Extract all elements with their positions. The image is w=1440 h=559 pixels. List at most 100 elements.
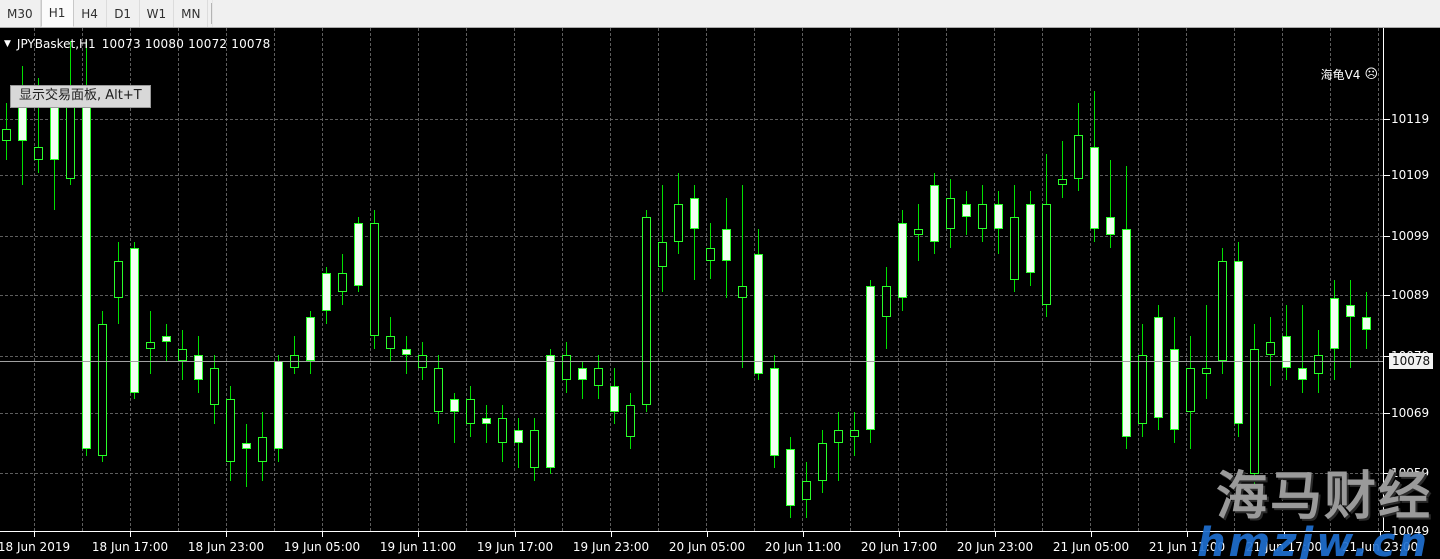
candlestick	[738, 28, 747, 531]
candlestick	[162, 28, 171, 531]
candle-body	[82, 90, 91, 450]
candle-body	[130, 248, 139, 393]
price-tick	[1384, 119, 1390, 120]
candlestick	[866, 28, 875, 531]
timeframe-tab-h1[interactable]: H1	[40, 0, 74, 27]
gridline-horizontal	[0, 119, 1383, 120]
candlestick	[1058, 28, 1067, 531]
candle-body	[610, 386, 619, 412]
candlestick	[114, 28, 123, 531]
timeframe-tab-h4[interactable]: H4	[73, 0, 107, 27]
candlestick	[450, 28, 459, 531]
candlestick	[514, 28, 523, 531]
collapse-triangle-icon[interactable]: ▼	[4, 38, 11, 49]
candlestick	[226, 28, 235, 531]
candlestick	[690, 28, 699, 531]
candlestick	[434, 28, 443, 531]
gridline-horizontal	[0, 175, 1383, 176]
ea-name-label: 海龟V4	[1320, 68, 1361, 82]
timeframe-toolbar: M30 H1 H4 D1 W1 MN	[0, 0, 1440, 28]
candle-body	[674, 204, 683, 242]
candle-body	[530, 430, 539, 469]
candle-wick	[1206, 304, 1207, 399]
time-tick-label: 20 Jun 17:00	[860, 540, 938, 554]
candle-body	[754, 254, 763, 374]
time-tick	[130, 532, 131, 537]
price-tick-label: 10099	[1391, 229, 1430, 243]
candlestick	[978, 28, 987, 531]
gridline-vertical	[418, 28, 419, 531]
price-axis[interactable]: 10078 1011910109100991008910079100691005…	[1383, 28, 1440, 538]
candle-body	[866, 285, 875, 431]
candlestick	[98, 28, 107, 531]
candlestick	[946, 28, 955, 531]
candle-body	[1298, 367, 1307, 381]
candlestick	[210, 28, 219, 531]
timeframe-tab-mn[interactable]: MN	[174, 0, 209, 27]
time-tick-label: 18 Jun 17:00	[91, 540, 169, 554]
candlestick	[290, 28, 299, 531]
candlestick	[130, 28, 139, 531]
candlestick	[786, 28, 795, 531]
candle-body	[210, 367, 219, 406]
gridline-vertical	[850, 28, 851, 531]
candle-body	[466, 398, 475, 425]
candle-body	[1362, 317, 1371, 330]
gridline-vertical	[562, 28, 563, 531]
gridline-vertical	[466, 28, 467, 531]
candle-body	[1170, 348, 1179, 431]
candle-body	[738, 285, 747, 299]
candle-wick	[582, 361, 583, 399]
candlestick	[1362, 28, 1371, 531]
time-tick-label: 20 Jun 05:00	[668, 540, 746, 554]
gridline-vertical	[1378, 28, 1379, 531]
candle-wick	[486, 405, 487, 443]
candle-body	[98, 323, 107, 456]
candle-body	[1282, 336, 1291, 368]
chart-area[interactable]: ▼ JPYBasket,H1 10073 10080 10072 10078 显…	[0, 28, 1440, 559]
ohlc-values: 10073 10080 10072 10078	[101, 37, 271, 51]
candlestick	[1314, 28, 1323, 531]
price-tick	[1384, 175, 1390, 176]
candlestick	[914, 28, 923, 531]
candle-wick	[1302, 304, 1303, 393]
timeframe-tab-w1[interactable]: W1	[139, 0, 175, 27]
candle-body	[1330, 298, 1339, 349]
candle-wick	[38, 78, 39, 173]
timeframe-tab-d1[interactable]: D1	[106, 0, 140, 27]
time-tick	[611, 532, 612, 537]
candlestick	[834, 28, 843, 531]
gridline-horizontal	[0, 356, 1383, 357]
candle-body	[1058, 178, 1067, 186]
candlestick	[306, 28, 315, 531]
candle-body	[722, 229, 731, 261]
candle-body	[1314, 354, 1323, 374]
candle-body	[546, 354, 555, 469]
gridline-vertical	[514, 28, 515, 531]
candle-body	[850, 430, 859, 437]
candlestick	[370, 28, 379, 531]
candlestick	[562, 28, 571, 531]
candle-body	[626, 405, 635, 437]
candle-body	[1010, 216, 1019, 280]
gridline-horizontal	[0, 413, 1383, 414]
candlestick	[482, 28, 491, 531]
candlestick	[882, 28, 891, 531]
time-axis[interactable]: 18 Jun 2019 18 Jun 17:00 18 Jun 23:00 19 Ju…	[0, 531, 1418, 559]
candle-body	[578, 367, 587, 381]
candle-wick	[1110, 160, 1111, 249]
gridline-vertical	[802, 28, 803, 531]
candlestick	[1042, 28, 1051, 531]
candle-body	[322, 273, 331, 311]
candle-body	[690, 197, 699, 230]
candlestick	[1186, 28, 1195, 531]
site-watermark: 海马财经	[1215, 467, 1432, 527]
chart-plot[interactable]	[0, 28, 1383, 531]
time-tick	[803, 532, 804, 537]
timeframe-tab-m30[interactable]: M30	[0, 0, 41, 27]
candle-body	[882, 285, 891, 318]
show-trade-panel-button[interactable]: 显示交易面板, Alt+T	[10, 85, 151, 108]
candle-body	[1106, 216, 1115, 236]
candlestick	[962, 28, 971, 531]
candlestick	[674, 28, 683, 531]
